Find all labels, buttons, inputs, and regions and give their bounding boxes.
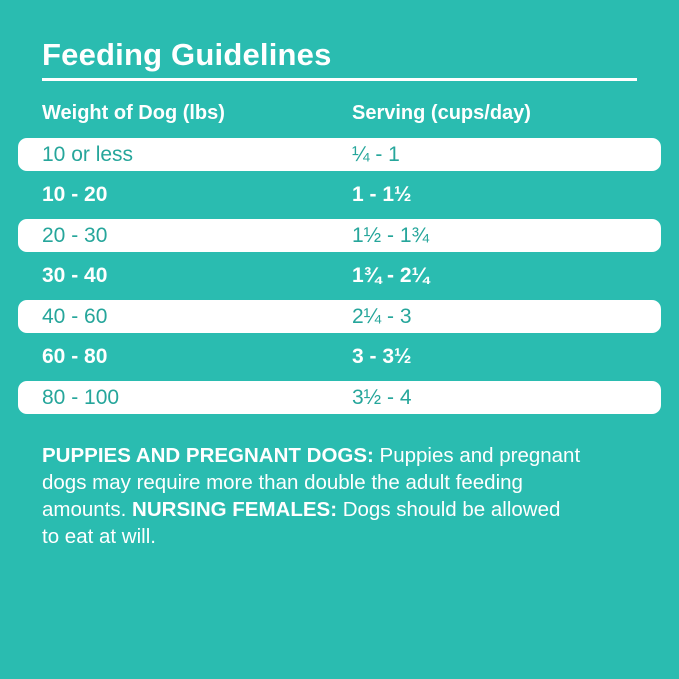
- table-row: 40 - 60 2¼ - 3: [18, 300, 661, 333]
- table-row: 30 - 40 1¾ - 2¼: [18, 260, 661, 293]
- weight-cell: 10 or less: [42, 142, 134, 166]
- table-row: 60 - 80 3 - 3½: [18, 341, 661, 374]
- serving-cell: 3½ - 4: [352, 385, 412, 409]
- footnote-line: to eat at will.: [42, 523, 642, 550]
- serving-cell: 1¾ - 2¼: [352, 264, 430, 287]
- weight-cell: 10 - 20: [42, 183, 108, 206]
- column-header-serving: Serving (cups/day): [352, 102, 531, 124]
- serving-cell: 1½ - 1¾: [352, 223, 430, 247]
- table-column-headers: Weight of Dog (lbs) Serving (cups/day): [42, 103, 637, 123]
- weight-cell: 30 - 40: [42, 264, 108, 287]
- footnote-text: Puppies and pregnant: [373, 444, 581, 467]
- footnote-text: Dogs should be allowed: [337, 498, 561, 521]
- footnote-line: PUPPIES AND PREGNANT DOGS: Puppies and p…: [42, 442, 642, 469]
- title-divider: [42, 78, 637, 81]
- footnote-text: to eat at will.: [42, 525, 156, 548]
- footnote-line: amounts. NURSING FEMALES: Dogs should be…: [42, 496, 642, 523]
- serving-cell: 1 - 1½: [352, 183, 412, 206]
- weight-cell: 40 - 60: [42, 304, 108, 328]
- table-row: 10 - 20 1 - 1½: [18, 179, 661, 212]
- feeding-table: 10 or less ¼ - 1 10 - 20 1 - 1½ 20 - 30 …: [18, 138, 661, 414]
- table-row: 80 - 100 3½ - 4: [18, 381, 661, 414]
- serving-cell: ¼ - 1: [352, 142, 400, 166]
- weight-cell: 80 - 100: [42, 385, 120, 409]
- footnote-bold-puppies: PUPPIES AND PREGNANT DOGS:: [42, 444, 374, 467]
- column-header-weight: Weight of Dog (lbs): [42, 102, 225, 124]
- footnote-text: amounts.: [42, 498, 133, 521]
- serving-cell: 2¼ - 3: [352, 304, 412, 328]
- weight-cell: 20 - 30: [42, 223, 108, 247]
- page-title: Feeding Guidelines: [42, 37, 332, 72]
- weight-cell: 60 - 80: [42, 345, 108, 368]
- footnote: PUPPIES AND PREGNANT DOGS: Puppies and p…: [42, 442, 642, 550]
- table-row: 10 or less ¼ - 1: [18, 138, 661, 171]
- footnote-line: dogs may require more than double the ad…: [42, 469, 642, 496]
- footnote-text: dogs may require more than double the ad…: [42, 471, 523, 494]
- footnote-bold-nursing: NURSING FEMALES:: [132, 498, 338, 521]
- table-row: 20 - 30 1½ - 1¾: [18, 219, 661, 252]
- serving-cell: 3 - 3½: [352, 345, 412, 368]
